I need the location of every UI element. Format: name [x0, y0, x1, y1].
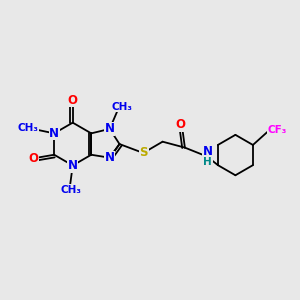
Text: N: N [203, 145, 213, 158]
Text: CH₃: CH₃ [111, 102, 132, 112]
Text: CF₃: CF₃ [268, 125, 287, 135]
Text: N: N [68, 159, 78, 172]
Text: CH₃: CH₃ [61, 185, 82, 195]
Text: O: O [176, 118, 185, 131]
Text: O: O [28, 152, 38, 165]
Text: N: N [49, 127, 59, 140]
Text: N: N [105, 122, 115, 135]
Text: H: H [203, 157, 212, 167]
Text: N: N [105, 151, 115, 164]
Text: O: O [68, 94, 78, 107]
Text: CH₃: CH₃ [18, 123, 39, 133]
Text: S: S [140, 146, 148, 160]
